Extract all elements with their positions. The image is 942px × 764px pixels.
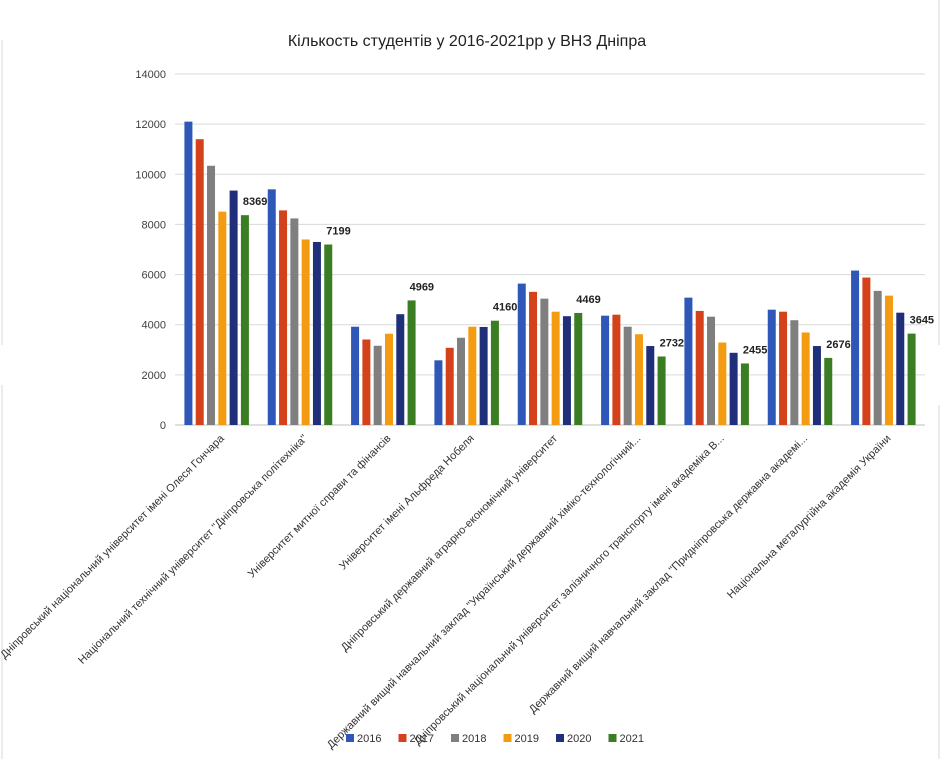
- bar-2018: [873, 290, 882, 425]
- bar-2017: [779, 311, 788, 425]
- legend-label: 2020: [567, 733, 591, 745]
- bar-2020: [646, 346, 655, 425]
- x-axis-labels: Дніпровський національний університет ім…: [0, 432, 893, 751]
- x-tick-label: Державний вищий навчальний заклад "Придн…: [527, 433, 810, 716]
- legend-label: 2021: [620, 733, 644, 745]
- bar-2018: [290, 218, 299, 425]
- bar-2018: [373, 345, 382, 425]
- legend-label: 2018: [462, 733, 486, 745]
- bar-2017: [362, 339, 371, 425]
- bar-2017: [862, 277, 871, 425]
- bar-2021: [740, 363, 749, 425]
- legend-label: 2016: [357, 733, 381, 745]
- legend-label: 2017: [410, 733, 434, 745]
- y-tick-label: 12000: [135, 119, 166, 131]
- bar-2020: [312, 241, 321, 425]
- legend-swatch-2016: [346, 734, 354, 742]
- bar-2016: [351, 326, 360, 425]
- data-label: 4160: [493, 302, 517, 314]
- bar-2017: [695, 310, 704, 425]
- bar-2019: [801, 332, 810, 425]
- data-label: 2732: [660, 338, 684, 350]
- bar-2019: [634, 334, 643, 425]
- bar-2016: [184, 121, 193, 425]
- bar-2019: [384, 333, 393, 425]
- bar-2021: [240, 215, 249, 425]
- bar-2019: [884, 295, 893, 425]
- y-tick-label: 10000: [135, 169, 166, 181]
- bar-2016: [434, 360, 443, 425]
- y-tick-label: 0: [160, 420, 166, 432]
- legend-swatch-2017: [398, 734, 407, 742]
- bar-2016: [267, 189, 276, 425]
- bar-2020: [479, 326, 488, 425]
- data-label: 4969: [410, 281, 434, 293]
- data-label: 3645: [910, 315, 934, 327]
- legend-swatch-2018: [451, 734, 459, 742]
- bar-2020: [729, 352, 738, 425]
- legend-swatch-2021: [608, 734, 617, 742]
- bar-2019: [718, 342, 727, 425]
- bar-2019: [551, 311, 560, 425]
- y-tick-label: 6000: [142, 270, 166, 282]
- bar-2017: [195, 139, 204, 425]
- x-tick-label: Дніпровський національний університет за…: [412, 433, 727, 748]
- legend: 2016 2017 2018 2019 2020 2021: [346, 733, 644, 745]
- bar-2016: [767, 309, 776, 425]
- y-tick-label: 14000: [135, 69, 166, 81]
- data-label: 2455: [743, 344, 767, 356]
- bar-2016: [517, 283, 526, 425]
- data-labels: 8369 7199 4969 4160 4469 2732 2455 2676 3645: [243, 196, 934, 356]
- bar-2018: [707, 316, 716, 425]
- bar-2020: [562, 316, 571, 425]
- y-tick-label: 2000: [142, 370, 166, 382]
- bar-2018: [540, 298, 549, 425]
- bar-2021: [407, 300, 416, 425]
- y-tick-label: 4000: [142, 320, 166, 332]
- bar-2017: [445, 347, 454, 425]
- bar-2020: [229, 190, 238, 425]
- y-tick-label: 8000: [142, 219, 166, 231]
- bar-2021: [324, 244, 333, 425]
- x-tick-label: Університет імені Альфреда Нобеля: [337, 433, 477, 573]
- x-tick-label: Національна металургійна академія Україн…: [725, 433, 894, 602]
- bar-2021: [574, 312, 583, 425]
- x-tick-label: Університет митної справи та фінансів: [246, 433, 394, 581]
- bar-2020: [896, 312, 905, 425]
- chart-title: Кількость студентів у 2016-2021рр у ВНЗ …: [288, 33, 646, 50]
- bars: [184, 121, 916, 426]
- y-axis-ticks: 0 2000 4000 6000 8000 10000 12000 14000: [135, 69, 166, 432]
- bar-2017: [612, 314, 621, 425]
- bar-2016: [684, 297, 693, 425]
- legend-swatch-2020: [556, 734, 564, 742]
- bar-2016: [851, 270, 860, 425]
- bar-2019: [301, 239, 310, 425]
- gridlines: [175, 73, 925, 426]
- bar-2020: [812, 346, 821, 425]
- x-tick-label: Державний вищий навчальний заклад "Украї…: [325, 433, 644, 752]
- data-label: 4469: [576, 294, 600, 306]
- bar-2019: [218, 211, 227, 425]
- bar-2019: [468, 326, 477, 425]
- bar-2017: [529, 291, 538, 425]
- bar-2017: [279, 210, 288, 425]
- data-label: 7199: [326, 226, 350, 238]
- bar-2021: [824, 357, 833, 425]
- bar-2018: [623, 326, 632, 425]
- bar-2021: [907, 333, 916, 425]
- bar-2018: [207, 165, 216, 426]
- bar-2018: [790, 320, 799, 425]
- data-label: 8369: [243, 196, 267, 208]
- bar-2021: [490, 320, 499, 425]
- data-label: 2676: [826, 339, 850, 351]
- legend-label: 2019: [515, 733, 539, 745]
- bar-2021: [657, 356, 666, 425]
- bar-2016: [601, 315, 610, 425]
- legend-swatch-2019: [503, 734, 512, 742]
- bar-2018: [457, 337, 466, 425]
- bar-2020: [396, 314, 405, 425]
